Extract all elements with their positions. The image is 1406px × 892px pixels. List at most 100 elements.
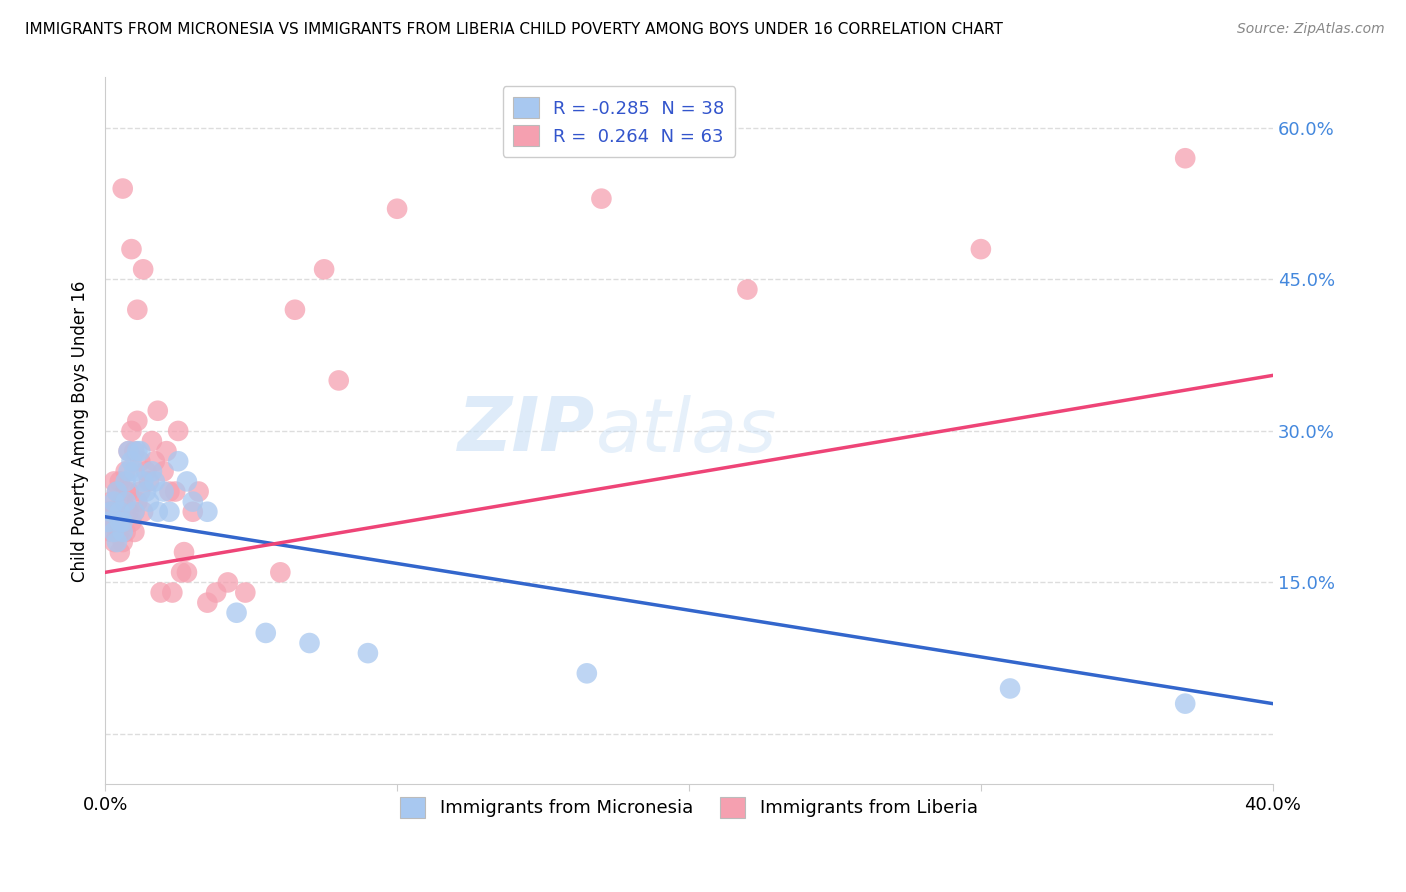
- Point: [117, 444, 139, 458]
- Point: [143, 475, 166, 489]
- Point: [284, 302, 307, 317]
- Point: [155, 444, 177, 458]
- Point: [105, 505, 128, 519]
- Point: [132, 262, 155, 277]
- Point: [103, 535, 125, 549]
- Point: [124, 444, 146, 458]
- Point: [129, 444, 152, 458]
- Point: [146, 403, 169, 417]
- Point: [121, 242, 143, 256]
- Point: [121, 515, 143, 529]
- Point: [152, 464, 174, 478]
- Point: [141, 464, 163, 478]
- Point: [129, 454, 152, 468]
- Point: [117, 505, 139, 519]
- Point: [121, 424, 143, 438]
- Point: [105, 524, 128, 539]
- Point: [108, 505, 131, 519]
- Point: [117, 444, 139, 458]
- Point: [135, 464, 157, 478]
- Point: [195, 505, 218, 519]
- Point: [146, 505, 169, 519]
- Point: [111, 535, 134, 549]
- Point: [124, 505, 146, 519]
- Y-axis label: Child Poverty Among Boys Under 16: Child Poverty Among Boys Under 16: [72, 280, 89, 582]
- Point: [143, 454, 166, 468]
- Point: [254, 626, 277, 640]
- Point: [114, 484, 136, 499]
- Point: [114, 494, 136, 508]
- Point: [233, 585, 256, 599]
- Point: [117, 484, 139, 499]
- Point: [103, 475, 125, 489]
- Point: [100, 505, 122, 519]
- Point: [100, 505, 122, 519]
- Point: [105, 484, 128, 499]
- Point: [129, 484, 152, 499]
- Point: [132, 505, 155, 519]
- Point: [152, 484, 174, 499]
- Point: [111, 494, 134, 508]
- Point: [100, 524, 122, 539]
- Point: [114, 475, 136, 489]
- Point: [165, 484, 187, 499]
- Point: [970, 242, 993, 256]
- Point: [1174, 697, 1197, 711]
- Point: [195, 596, 218, 610]
- Point: [111, 515, 134, 529]
- Legend: Immigrants from Micronesia, Immigrants from Liberia: Immigrants from Micronesia, Immigrants f…: [392, 789, 986, 825]
- Point: [176, 475, 198, 489]
- Point: [167, 454, 190, 468]
- Point: [108, 545, 131, 559]
- Point: [97, 505, 120, 519]
- Point: [97, 515, 120, 529]
- Point: [138, 494, 160, 508]
- Point: [737, 283, 759, 297]
- Point: [127, 444, 149, 458]
- Point: [314, 262, 336, 277]
- Point: [105, 535, 128, 549]
- Point: [217, 575, 239, 590]
- Point: [181, 494, 204, 508]
- Point: [328, 373, 350, 387]
- Point: [225, 606, 247, 620]
- Point: [97, 515, 120, 529]
- Point: [103, 515, 125, 529]
- Point: [114, 464, 136, 478]
- Text: ZIP: ZIP: [458, 394, 596, 467]
- Point: [159, 505, 181, 519]
- Point: [385, 202, 408, 216]
- Point: [100, 494, 122, 508]
- Point: [591, 192, 613, 206]
- Point: [103, 494, 125, 508]
- Point: [127, 494, 149, 508]
- Point: [167, 424, 190, 438]
- Point: [138, 475, 160, 489]
- Point: [111, 524, 134, 539]
- Point: [127, 302, 149, 317]
- Point: [162, 585, 184, 599]
- Text: Source: ZipAtlas.com: Source: ZipAtlas.com: [1237, 22, 1385, 37]
- Point: [269, 566, 291, 580]
- Point: [124, 464, 146, 478]
- Point: [159, 484, 181, 499]
- Point: [575, 666, 598, 681]
- Point: [127, 414, 149, 428]
- Point: [108, 475, 131, 489]
- Point: [173, 545, 195, 559]
- Point: [105, 484, 128, 499]
- Point: [998, 681, 1021, 696]
- Point: [170, 566, 193, 580]
- Point: [357, 646, 380, 660]
- Point: [187, 484, 209, 499]
- Point: [117, 464, 139, 478]
- Point: [181, 505, 204, 519]
- Point: [111, 515, 134, 529]
- Point: [111, 181, 134, 195]
- Point: [124, 505, 146, 519]
- Point: [205, 585, 228, 599]
- Point: [114, 524, 136, 539]
- Point: [103, 524, 125, 539]
- Point: [149, 585, 172, 599]
- Point: [141, 434, 163, 448]
